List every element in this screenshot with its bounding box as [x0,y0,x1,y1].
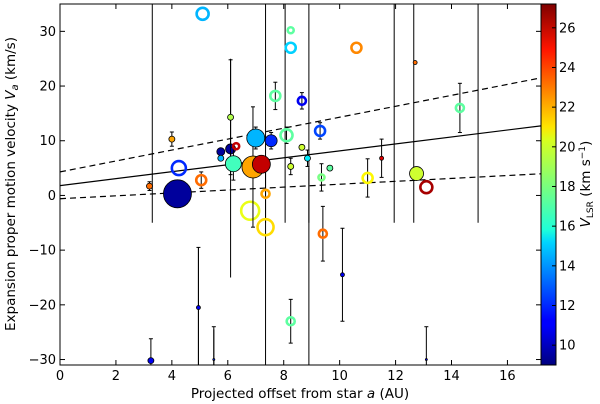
data-point [326,164,334,172]
data-point-open [350,41,363,55]
data-point-open [195,6,210,22]
data-point [409,166,424,181]
data-point [227,113,234,121]
x-axis-label: Projected offset from star a (AU) [191,386,409,402]
y-tick-label: 30 [39,25,56,40]
x-tick-label: 16 [499,369,516,384]
data-point-open [286,25,296,35]
x-tick-label: 4 [168,369,176,384]
colorbar-tick-label: 26 [559,21,576,36]
data-point-open [256,217,275,237]
data-point [163,179,192,209]
data-point-open [317,173,326,182]
data-point [304,154,311,162]
x-tick-label: 10 [331,369,348,384]
data-point-open [317,228,329,240]
colorbar-tick-label: 22 [559,101,576,116]
y-tick-label: 20 [39,80,56,95]
data-point [168,135,176,143]
y-tick-label: 0 [48,189,56,204]
fit-lines [60,77,541,200]
data-point-open [239,200,261,222]
colorbar-tick-label: 12 [559,299,576,314]
y-tick-label: −20 [29,298,56,313]
data-point [146,182,153,190]
data-point-open [284,41,298,55]
y-axis-ticks: −30 −20 −10 0 10 20 30 [29,25,541,368]
data-point [147,357,155,365]
data-point-open [279,127,294,143]
colorbar-label: VLSR (km s−1) [578,141,596,228]
data-point [379,155,384,161]
plot-area [60,4,541,365]
data-point [251,154,271,174]
data-point [340,272,345,278]
data-point-open [419,179,434,195]
data-point-open [361,171,374,185]
colorbar [540,3,557,366]
y-tick-label: −30 [29,353,56,368]
envelope-upper [60,77,541,173]
data-point [424,358,428,361]
data-point [216,147,226,157]
data-points [146,6,466,365]
plot-content [60,4,541,365]
x-tick-label: 2 [112,369,120,384]
colorbar-tick-label: 18 [559,180,576,195]
data-point [212,358,216,361]
x-tick-label: 14 [443,369,460,384]
data-point [246,128,266,148]
data-point-open [260,188,271,200]
data-point-open [454,102,466,114]
x-tick-label: 6 [224,369,232,384]
data-point-open [313,124,327,138]
data-point-open [231,141,241,151]
data-point-open [296,95,308,107]
data-point [217,154,225,162]
data-point [412,60,418,65]
data-point [298,143,306,151]
colorbar-ticks: 10 12 14 16 18 20 22 24 26 [552,21,576,354]
colorbar-tick-label: 16 [559,220,576,235]
colorbar-tick-label: 14 [559,259,576,274]
data-point [264,134,278,148]
x-tick-label: 8 [280,369,288,384]
y-tick-label: −10 [29,244,56,259]
y-axis-label: Expansion proper motion velocity Va (km/… [3,37,21,331]
colorbar-tick-label: 10 [559,339,576,354]
data-point-open [194,173,208,187]
x-tick-label: 0 [56,369,64,384]
data-point [287,163,295,170]
data-point-open [269,89,282,103]
fit-line [60,125,541,187]
y-tick-label: 10 [39,134,56,149]
x-axis-ticks: 0 2 4 6 8 10 12 14 16 [56,4,516,384]
data-point [196,305,201,310]
data-point [224,155,242,173]
envelope-lower [60,173,541,200]
x-tick-label: 12 [387,369,404,384]
colorbar-tick-label: 24 [559,61,576,76]
colorbar-tick-label: 20 [559,140,576,155]
data-point-open [285,315,297,327]
data-point-open [170,159,188,177]
